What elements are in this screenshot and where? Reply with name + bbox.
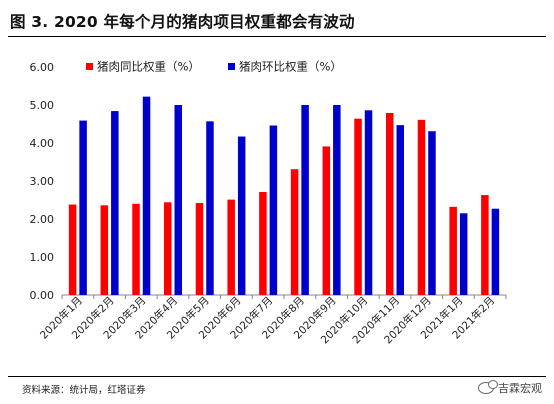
bar-yoy-weight — [449, 206, 457, 295]
bar-mom-weight — [79, 120, 87, 295]
legend-swatch — [228, 63, 235, 70]
bar-mom-weight — [459, 213, 468, 295]
y-tick-label: 4.00 — [30, 137, 55, 150]
bar-mom-weight — [111, 111, 119, 295]
bar-yoy-weight — [417, 119, 426, 295]
legend: 猪肉同比权重（%） 猪肉环比权重（%） — [86, 60, 342, 74]
bar-mom-weight — [364, 110, 373, 295]
bar-yoy-weight — [481, 195, 489, 295]
legend-label: 猪肉同比权重（%） — [97, 60, 200, 74]
bar-mom-weight — [428, 131, 436, 295]
bar-yoy-weight — [68, 204, 77, 295]
bar-yoy-weight — [164, 202, 172, 295]
bar-mom-weight — [301, 105, 309, 295]
source-divider — [8, 376, 546, 377]
y-tick-label: 5.00 — [30, 99, 55, 112]
bar-yoy-weight — [386, 112, 394, 295]
y-tick-label: 0.00 — [30, 289, 55, 302]
bar-yoy-weight — [354, 118, 362, 296]
bar-mom-weight — [206, 121, 214, 295]
watermark-text: 吉霖宏观 — [498, 382, 542, 395]
bar-yoy-weight — [290, 169, 299, 295]
bar-mom-weight — [174, 105, 182, 295]
y-tick-label: 1.00 — [30, 251, 55, 264]
bar-mom-weight — [142, 96, 151, 295]
y-tick-label: 6.00 — [30, 61, 55, 74]
y-tick-label: 3.00 — [30, 175, 55, 188]
source-note: 资料来源：统计局，红塔证券 — [22, 385, 146, 396]
bar-yoy-weight — [227, 199, 235, 295]
watermark: 吉霖宏观 — [478, 380, 542, 396]
bar-yoy-weight — [132, 203, 140, 295]
title-divider — [8, 36, 546, 37]
chart-title: 图 3. 2020 年每个月的猪肉项目权重都会有波动 — [10, 13, 355, 31]
bar-yoy-weight — [259, 192, 267, 295]
bar-mom-weight — [333, 105, 341, 295]
bar-mom-weight — [396, 125, 404, 295]
y-tick-label: 2.00 — [30, 213, 55, 226]
legend-swatch — [86, 63, 93, 70]
bar-mom-weight — [269, 125, 278, 296]
bar-yoy-weight — [100, 205, 109, 295]
bar-mom-weight — [237, 136, 246, 295]
legend-label: 猪肉环比权重（%） — [239, 60, 342, 74]
bars — [68, 96, 500, 296]
bar-yoy-weight — [195, 203, 204, 295]
bar-mom-weight — [491, 208, 500, 295]
bar-yoy-weight — [322, 146, 331, 295]
wechat-icon — [478, 380, 498, 394]
